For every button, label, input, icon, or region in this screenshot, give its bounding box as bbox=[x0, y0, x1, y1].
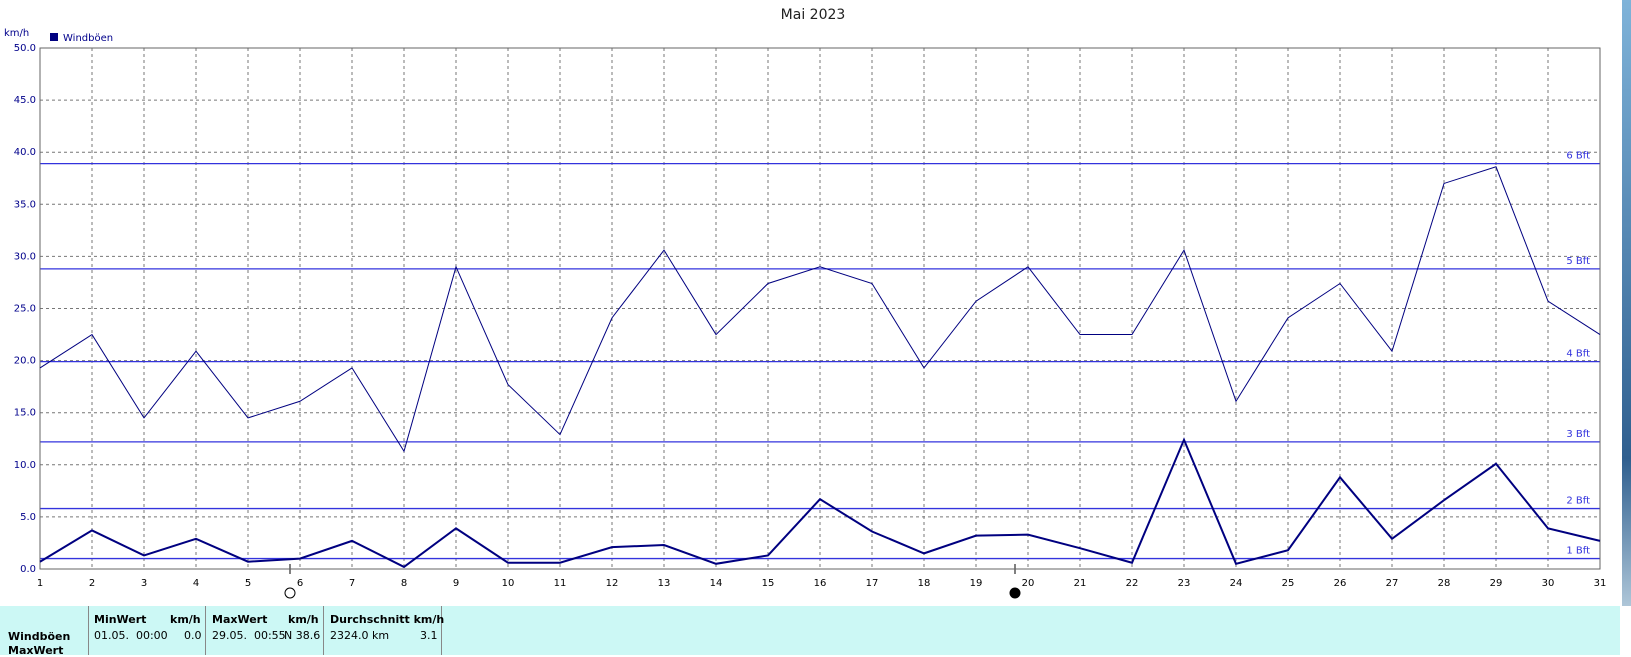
chart: Mai 2023 km/h Windböen 0.0 5.0 10.0 15.0 20.… bbox=[4, 0, 1631, 606]
x-tick-label: 28 bbox=[1438, 578, 1451, 589]
x-tick-label: 6 bbox=[297, 578, 303, 589]
header-cell: km/h bbox=[288, 613, 319, 626]
reference-label: 3 Bft bbox=[1566, 429, 1590, 440]
header-cell: MinWert bbox=[94, 613, 147, 626]
cell: 2324.0 km bbox=[330, 629, 390, 642]
series-line bbox=[39, 437, 1601, 569]
x-tick-label: 13 bbox=[658, 578, 671, 589]
cell: 3.1 bbox=[420, 629, 438, 642]
legend-swatch bbox=[50, 33, 58, 41]
y-tick-label: 5.0 bbox=[20, 512, 36, 523]
x-tick-label: 17 bbox=[866, 578, 879, 589]
reference-label: 2 Bft bbox=[1566, 496, 1590, 507]
x-tick-label: 14 bbox=[710, 578, 723, 589]
row-label: Windböen bbox=[8, 630, 71, 643]
x-tick-label: 30 bbox=[1542, 578, 1555, 589]
cell: N 38.6 bbox=[284, 629, 321, 642]
y-tick-label: 50.0 bbox=[14, 43, 36, 54]
x-tick-label: 9 bbox=[453, 578, 459, 589]
x-tick-label: 27 bbox=[1386, 578, 1399, 589]
x-tick-label: 25 bbox=[1282, 578, 1295, 589]
x-tick-label: 20 bbox=[1022, 578, 1035, 589]
header-cell: km/h bbox=[170, 613, 201, 626]
y-tick-label: 0.0 bbox=[20, 564, 36, 575]
header-cell: MaxWert bbox=[212, 613, 268, 626]
plot-frame bbox=[39, 47, 1601, 570]
reference-label: 1 Bft bbox=[1566, 546, 1590, 557]
x-tick-label: 10 bbox=[502, 578, 515, 589]
y-tick-label: 15.0 bbox=[14, 408, 36, 419]
y-tick-label: 25.0 bbox=[14, 304, 36, 315]
cell: 29.05. 00:55 bbox=[212, 629, 286, 642]
summary-table: MinWert km/h MaxWert km/h Durchschnitt k… bbox=[0, 606, 1620, 657]
x-tick-label: 29 bbox=[1490, 578, 1503, 589]
y-tick-label: 45.0 bbox=[14, 95, 36, 106]
x-tick-label: 22 bbox=[1126, 578, 1139, 589]
y-tick-label: 10.0 bbox=[14, 460, 36, 471]
x-tick-label: 12 bbox=[606, 578, 619, 589]
x-tick-label: 23 bbox=[1178, 578, 1191, 589]
x-tick-label: 5 bbox=[245, 578, 251, 589]
cell: 0.0 bbox=[184, 629, 202, 642]
row-label: MaxWert bbox=[8, 644, 64, 657]
series-line bbox=[39, 166, 1601, 453]
x-tick-label: 4 bbox=[193, 578, 199, 589]
y-tick-label: 35.0 bbox=[14, 199, 36, 210]
x-tick-label: 31 bbox=[1594, 578, 1607, 589]
x-tick-label: 2 bbox=[89, 578, 95, 589]
y-tick-label: 20.0 bbox=[14, 356, 36, 367]
y-axis-label: km/h bbox=[4, 28, 29, 39]
x-tick-label: 1 bbox=[37, 578, 43, 589]
x-tick-label: 3 bbox=[141, 578, 147, 589]
y-tick-label: 40.0 bbox=[14, 147, 36, 158]
reference-label: 6 Bft bbox=[1566, 151, 1590, 162]
x-tick-label: 21 bbox=[1074, 578, 1087, 589]
x-tick-label: 7 bbox=[349, 578, 355, 589]
x-tick-label: 19 bbox=[970, 578, 983, 589]
x-tick-label: 26 bbox=[1334, 578, 1347, 589]
reference-label: 4 Bft bbox=[1566, 349, 1590, 360]
background-strip bbox=[1622, 0, 1631, 606]
chart-title: Mai 2023 bbox=[781, 7, 846, 23]
x-tick-label: 11 bbox=[554, 578, 567, 589]
reference-label: 5 Bft bbox=[1566, 256, 1590, 267]
x-tick-label: 8 bbox=[401, 578, 407, 589]
legend-label: Windböen bbox=[63, 33, 113, 44]
y-tick-label: 30.0 bbox=[14, 251, 36, 262]
header-cell: Durchschnitt km/h bbox=[330, 613, 445, 626]
x-tick-label: 18 bbox=[918, 578, 931, 589]
cell: 01.05. 00:00 bbox=[94, 629, 168, 642]
x-tick-label: 24 bbox=[1230, 578, 1243, 589]
x-tick-label: 16 bbox=[814, 578, 827, 589]
x-tick-label: 15 bbox=[762, 578, 775, 589]
